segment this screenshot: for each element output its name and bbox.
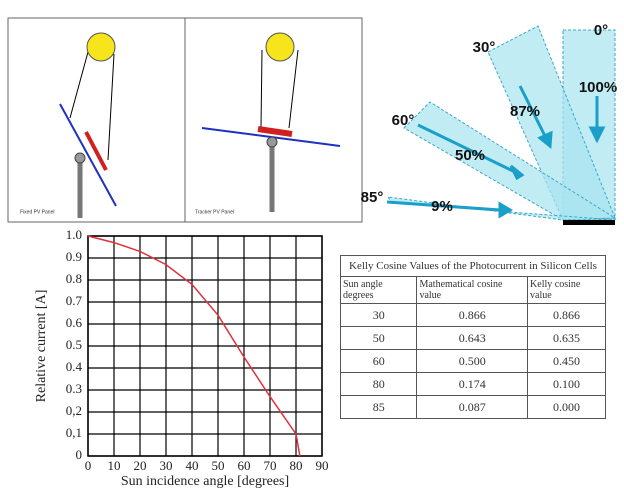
x-tick-label: 90	[316, 458, 329, 473]
table-header: Kelly cosine value	[528, 277, 606, 304]
table-cell: 0.000	[528, 396, 606, 419]
angle-label: 0°	[594, 22, 608, 39]
y-tick-label: 0.5	[66, 337, 82, 352]
y-tick-label: 0,1	[66, 425, 82, 440]
line-chart: Sun incidence angle [degrees] Relative c…	[34, 227, 328, 489]
table-cell: 0.100	[528, 373, 606, 396]
x-tick-label: 50	[212, 458, 225, 473]
table-cell: 0.643	[417, 327, 528, 350]
kelly-table: Kelly Cosine Values of the Photocurrent …	[340, 255, 606, 419]
x-tick-label: 40	[186, 458, 199, 473]
y-axis-label: Relative current [A]	[34, 290, 49, 403]
y-tick-label: 0,2	[66, 403, 82, 418]
table-cell: 30	[341, 304, 417, 327]
table-cell: 0.866	[417, 304, 528, 327]
panel-label: Tracker PV Panel	[195, 209, 234, 215]
y-tick-label: 1.0	[66, 227, 82, 242]
page: {"diagram": { "panels": ["Fixed PV Panel…	[0, 0, 624, 495]
percent-label: 100%	[579, 79, 617, 96]
table-cell: 60	[341, 350, 417, 373]
panel	[563, 220, 615, 225]
table-cell: 0.500	[417, 350, 528, 373]
percent-label: 50%	[455, 147, 485, 164]
table-cell: 0.866	[528, 304, 606, 327]
table-cell: 0.174	[417, 373, 528, 396]
table-header: Mathematical cosine value	[417, 277, 528, 304]
panel-diagram: Fixed PV Panel Tracker PV Panel	[8, 18, 362, 222]
table-title: Kelly Cosine Values of the Photocurrent …	[341, 256, 606, 277]
x-axis-label: Sun incidence angle [degrees]	[121, 474, 289, 489]
figure: Fixed PV Panel Tracker PV Panel 0° 100% …	[0, 0, 624, 495]
sun	[266, 33, 294, 61]
x-tick-label: 20	[134, 458, 147, 473]
y-tick-label: 0.6	[66, 315, 83, 330]
y-tick-label: 0.4	[66, 359, 83, 374]
ray-diagram	[388, 26, 615, 220]
panel-label: Fixed PV Panel	[20, 209, 54, 215]
y-tick-label: 0	[76, 447, 83, 462]
table-cell: 80	[341, 373, 417, 396]
x-tick-label: 80	[290, 458, 303, 473]
x-tick-label: 10	[108, 458, 121, 473]
y-tick-label: 0.7	[66, 293, 83, 308]
percent-label: 9%	[431, 198, 453, 215]
pivot	[75, 153, 85, 163]
x-tick-label: 30	[160, 458, 173, 473]
x-tick-label: 0	[85, 458, 92, 473]
y-tick-label: 0.9	[66, 249, 82, 264]
y-tick-label: 0.8	[66, 271, 82, 286]
y-tick-label: 0.3	[66, 381, 82, 396]
angle-label: 60°	[392, 112, 415, 129]
sun	[87, 33, 115, 61]
table-cell: 0.450	[528, 350, 606, 373]
angle-label: 85°	[361, 189, 384, 206]
table-cell: 0.087	[417, 396, 528, 419]
percent-label: 87%	[510, 103, 540, 120]
table-cell: 0.635	[528, 327, 606, 350]
x-tick-label: 70	[264, 458, 277, 473]
table-cell: 50	[341, 327, 417, 350]
table-cell: 85	[341, 396, 417, 419]
x-tick-label: 60	[238, 458, 251, 473]
table-header: Sun angle degrees	[341, 277, 417, 304]
angle-label: 30°	[473, 39, 496, 56]
pivot	[267, 137, 277, 147]
